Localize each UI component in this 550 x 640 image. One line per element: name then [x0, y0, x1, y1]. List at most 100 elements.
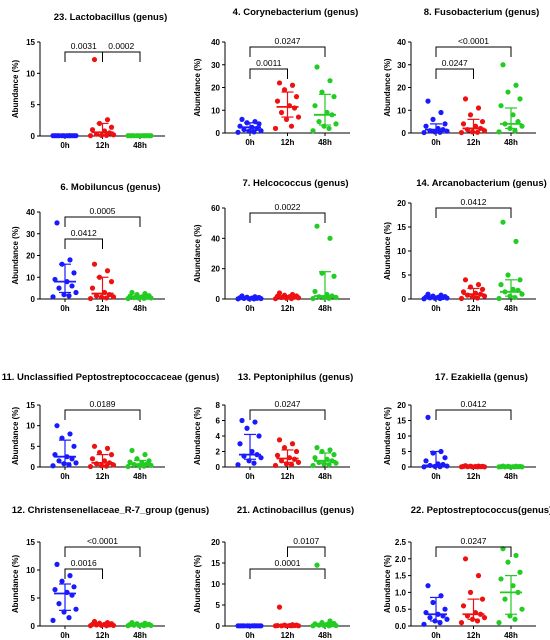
- y-tick-label: 5: [402, 271, 407, 280]
- y-tick-label: 10: [26, 69, 35, 78]
- significance-bracket: [249, 46, 326, 57]
- y-axis-label: Abundance (%): [193, 555, 202, 614]
- x-tick-label: 12h: [281, 138, 295, 147]
- data-point: [98, 463, 105, 469]
- data-point: [96, 120, 103, 127]
- data-point: [510, 112, 516, 118]
- data-point: [423, 458, 429, 464]
- data-point: [513, 238, 519, 244]
- y-tick-label: 4: [216, 432, 221, 441]
- data-point: [239, 417, 245, 424]
- data-point: [281, 445, 288, 451]
- data-point: [125, 463, 131, 470]
- data-point: [469, 129, 476, 135]
- data-point: [73, 289, 79, 296]
- significance-p-value: 0.0189: [90, 399, 116, 409]
- data-point: [104, 445, 111, 451]
- x-tick-label: 0h: [431, 472, 440, 481]
- y-tick-label: 0: [31, 463, 36, 472]
- data-point: [432, 129, 438, 135]
- data-point: [458, 129, 465, 136]
- data-point: [293, 94, 300, 100]
- chart-panel: 14. Arcanobacterium (genus) Abundance (%)…: [383, 178, 547, 313]
- data-point: [61, 461, 67, 467]
- significance-bracket: [435, 207, 512, 218]
- y-tick-label: 15: [397, 417, 406, 426]
- data-point: [498, 576, 504, 582]
- y-tick-label: 0: [402, 463, 407, 472]
- y-axis-label: Abundance (%): [193, 58, 202, 117]
- x-tick-label: 48h: [318, 138, 332, 147]
- data-point: [129, 289, 135, 296]
- data-point: [71, 443, 77, 449]
- data-point: [438, 448, 444, 455]
- data-point: [496, 129, 502, 135]
- y-tick-label: 0: [216, 129, 221, 138]
- chart-title: 13. Peptoniphilus (genus): [238, 372, 354, 383]
- data-point: [59, 435, 65, 441]
- chart-panel: 12. Christensenellaceae_R-7_group (genus…: [11, 505, 209, 640]
- data-point: [475, 573, 482, 579]
- data-point: [274, 452, 281, 458]
- significance-bracket: [435, 409, 512, 420]
- data-point: [314, 562, 320, 568]
- y-tick-label: 40: [211, 234, 220, 243]
- significance-bracket: [249, 568, 326, 579]
- y-tick-label: 2.5: [395, 538, 407, 547]
- y-tick-label: 20: [211, 538, 220, 547]
- x-tick-label: 48h: [504, 138, 518, 147]
- data-point: [510, 286, 516, 292]
- data-point: [134, 456, 140, 462]
- data-point: [295, 114, 302, 120]
- y-tick-label: 20: [211, 265, 220, 274]
- significance-p-value: 0.0412: [71, 228, 97, 238]
- y-tick-label: 6: [216, 417, 221, 426]
- chart-title: 23. Lactobacillus (genus): [54, 12, 168, 23]
- chart-title: 12. Christensenellaceae_R-7_group (genus…: [12, 505, 209, 516]
- data-point: [314, 223, 320, 229]
- chart-title: 8. Fusobacterium (genus): [424, 7, 540, 18]
- y-axis-label: Abundance (%): [11, 60, 20, 119]
- x-tick-label: 0h: [245, 472, 254, 481]
- y-axis-label: Abundance (%): [383, 222, 392, 281]
- data-point: [110, 294, 117, 300]
- data-point: [66, 615, 72, 621]
- data-point: [98, 294, 105, 300]
- x-tick-label: 48h: [504, 472, 518, 481]
- data-point: [515, 119, 521, 125]
- data-point: [104, 117, 111, 123]
- y-tick-label: 1.0: [395, 588, 407, 597]
- data-point: [91, 56, 98, 63]
- x-tick-label: 48h: [504, 631, 518, 640]
- x-tick-label: 0h: [431, 304, 440, 313]
- data-point: [312, 455, 318, 461]
- chart-panel: 17. Ezakiella (genus) Abundance (%) 0 5 10 15…: [383, 372, 536, 481]
- data-point: [61, 292, 67, 298]
- y-tick-label: 30: [211, 61, 220, 70]
- significance-p-value: 0.0001: [275, 558, 301, 568]
- data-point: [475, 282, 482, 288]
- y-tick-label: 30: [26, 230, 35, 239]
- data-point: [481, 615, 488, 621]
- data-point: [319, 270, 325, 276]
- data-point: [467, 589, 474, 596]
- data-point: [244, 425, 250, 431]
- y-tick-label: 5: [31, 442, 36, 451]
- data-point: [425, 414, 431, 420]
- data-point: [438, 109, 444, 116]
- y-tick-label: 20: [397, 84, 406, 93]
- data-point: [326, 125, 332, 132]
- chart-title: 11. Unclassified Peptostreptococcaceae (…: [2, 372, 220, 383]
- data-point: [66, 462, 72, 468]
- data-point: [56, 458, 62, 464]
- significance-bracket: [249, 68, 288, 79]
- data-point: [54, 220, 60, 226]
- y-tick-label: 2.0: [395, 555, 407, 564]
- data-point: [96, 449, 103, 456]
- significance-bracket: [435, 546, 512, 557]
- significance-p-value: 0.0247: [442, 58, 468, 68]
- significance-p-value: <0.0001: [87, 536, 118, 546]
- data-point: [507, 613, 513, 619]
- data-point: [278, 109, 285, 116]
- chart-panel: 7. Helcococcus (genus) Abundance (%) 0 20 40…: [193, 178, 350, 313]
